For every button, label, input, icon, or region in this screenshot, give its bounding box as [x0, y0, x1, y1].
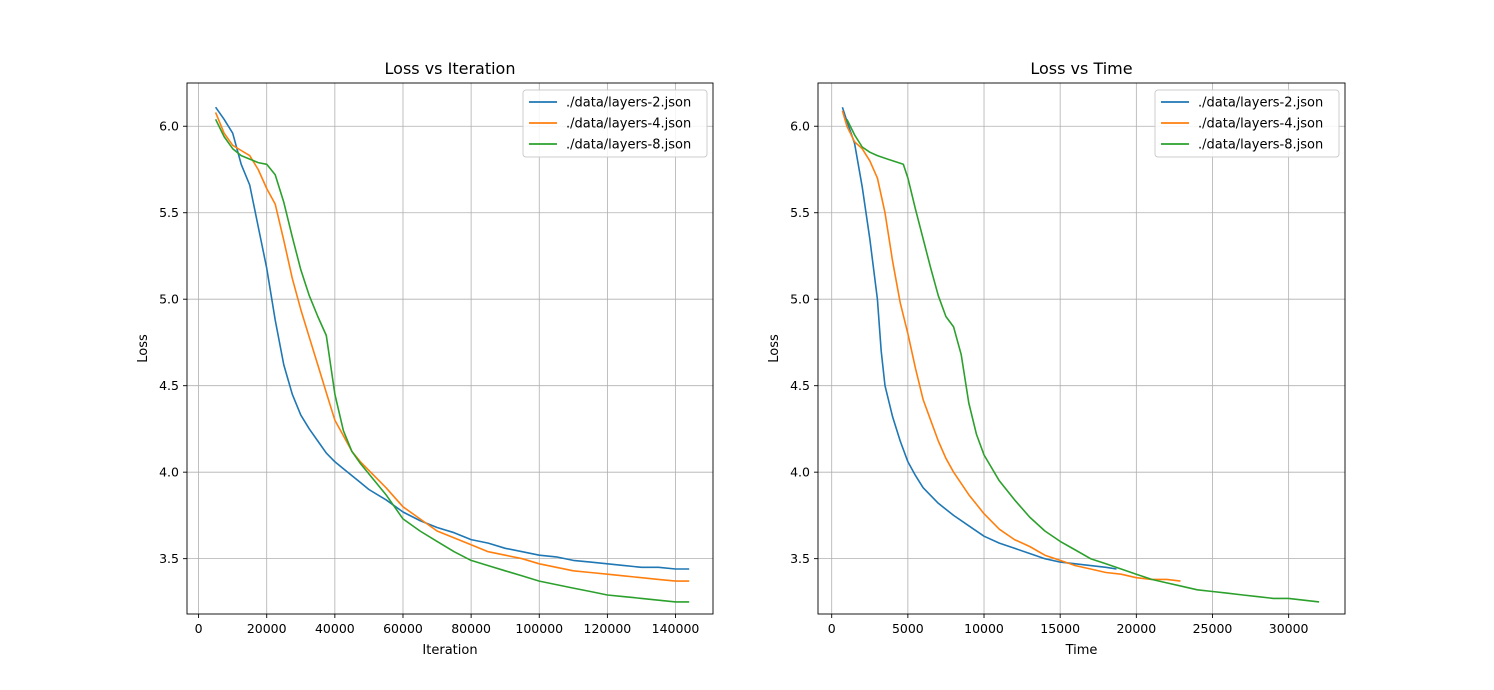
x-tick-label: 80000 [451, 621, 491, 636]
x-tick-label: 20000 [1116, 621, 1156, 636]
x-tick-label: 100000 [515, 621, 563, 636]
series-line-3 [214, 118, 690, 603]
series-line-2 [841, 110, 1181, 582]
y-tick-label: 4.5 [790, 378, 810, 393]
x-tick-label: 60000 [383, 621, 423, 636]
y-tick-label: 5.0 [790, 292, 810, 307]
y-tick-label: 5.0 [159, 292, 179, 307]
y-tick-label: 5.5 [790, 205, 810, 220]
x-tick-label: 0 [828, 621, 836, 636]
x-tick-label: 10000 [964, 621, 1004, 636]
series-line-1 [214, 106, 690, 570]
y-tick-label: 3.5 [790, 551, 810, 566]
series-line-1 [841, 106, 1117, 570]
chart-title: Loss vs Time [1030, 59, 1132, 78]
legend-label: ./data/layers-8.json [1198, 138, 1323, 153]
legend-label: ./data/layers-2.json [566, 96, 691, 111]
legend-box [1154, 89, 1340, 158]
chart-1: 0 20000 40000 60000 80000 100000 120000 140000 3… [136, 59, 714, 658]
x-tick-label: 15000 [1040, 621, 1080, 636]
y-tick-label: 4.5 [159, 378, 179, 393]
x-tick-label: 0 [195, 621, 203, 636]
legend-label: ./data/layers-4.json [566, 117, 691, 132]
x-tick-label: 20000 [247, 621, 287, 636]
x-tick-label: 25000 [1193, 621, 1233, 636]
chart-2: 0 5000 10000 15000 20000 25000 30000 3.5 4.0 4.5 5… [767, 59, 1346, 658]
y-tick-label: 6.0 [790, 119, 810, 134]
y-tick-label: 4.0 [159, 465, 179, 480]
y-tick-label: 5.5 [159, 205, 179, 220]
y-tick-label: 6.0 [159, 119, 179, 134]
y-axis-label: Loss [767, 334, 782, 363]
x-tick-label: 5000 [892, 621, 924, 636]
legend-label: ./data/layers-2.json [1198, 96, 1323, 111]
y-tick-label: 3.5 [159, 551, 179, 566]
x-axis-label: Iteration [422, 643, 477, 658]
x-tick-label: 40000 [315, 621, 355, 636]
legend-label: ./data/layers-4.json [1198, 117, 1323, 132]
y-tick-label: 4.0 [790, 465, 810, 480]
legend-box [522, 89, 708, 158]
legend: ./data/layers-2.json ./data/layers-4.json… [1154, 89, 1340, 158]
x-tick-label: 30000 [1269, 621, 1309, 636]
axes-frame [186, 82, 714, 615]
x-tick-label: 140000 [652, 621, 700, 636]
y-axis-label: Loss [136, 334, 151, 363]
x-tick-label: 120000 [584, 621, 632, 636]
axes-frame [817, 82, 1346, 615]
legend: ./data/layers-2.json ./data/layers-4.json… [522, 89, 708, 158]
legend-label: ./data/layers-8.json [566, 138, 691, 153]
x-axis-label: Time [1065, 643, 1098, 658]
chart-title: Loss vs Iteration [385, 59, 516, 78]
series-line-3 [846, 118, 1320, 603]
series-line-2 [214, 112, 690, 582]
